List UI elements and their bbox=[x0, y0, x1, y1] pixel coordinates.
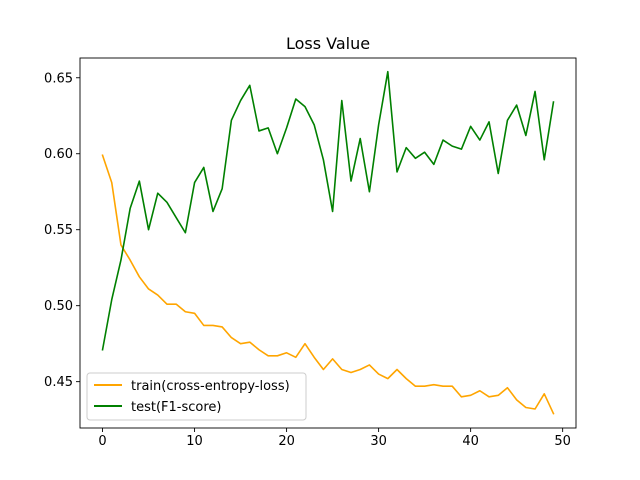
legend-label-train: train(cross-entropy-loss) bbox=[131, 379, 290, 394]
legend-label-test: test(F1-score) bbox=[131, 400, 221, 415]
x-tick-label: 40 bbox=[462, 434, 479, 449]
plot-area bbox=[80, 58, 576, 428]
y-tick-label: 0.65 bbox=[44, 71, 73, 86]
series-line-test bbox=[101, 70, 555, 351]
x-tick-label: 30 bbox=[370, 434, 387, 449]
axes-frame bbox=[79, 57, 577, 429]
y-tick-label: 0.60 bbox=[44, 147, 73, 162]
x-tick-label: 10 bbox=[186, 434, 203, 449]
y-tick-label: 0.55 bbox=[44, 223, 73, 238]
series-line-train bbox=[101, 154, 555, 415]
y-tick-label: 0.45 bbox=[44, 375, 73, 390]
legend: train(cross-entropy-loss) test(F1-score) bbox=[86, 372, 307, 421]
axes-layer: 0 10 20 30 40 50 0.45 0.50 0.55 0.60 0.65 bbox=[44, 57, 577, 449]
x-tick-label: 50 bbox=[554, 434, 571, 449]
series-layer bbox=[101, 70, 555, 415]
x-tick-label: 20 bbox=[278, 434, 295, 449]
chart-title: Loss Value bbox=[286, 34, 370, 53]
legend-box bbox=[86, 372, 307, 421]
x-tick-label: 0 bbox=[98, 434, 106, 449]
y-tick-label: 0.50 bbox=[44, 299, 73, 314]
